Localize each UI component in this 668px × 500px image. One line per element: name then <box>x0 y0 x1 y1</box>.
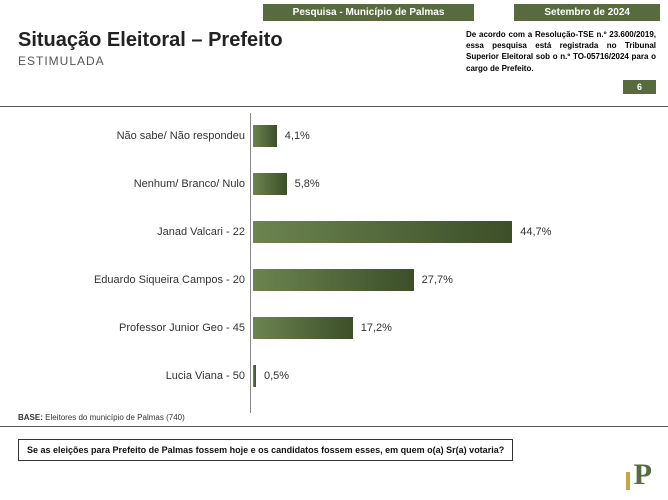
bar-label: Nenhum/ Branco/ Nulo <box>20 178 253 190</box>
chart-row: Professor Junior Geo - 45 17,2% <box>20 311 648 345</box>
bar-label: Eduardo Siqueira Campos - 20 <box>20 274 253 286</box>
page-number: 6 <box>623 80 656 94</box>
bar <box>253 173 287 195</box>
logo-letter: P <box>634 460 652 490</box>
chart-row: Eduardo Siqueira Campos - 20 27,7% <box>20 263 648 297</box>
bar-value: 27,7% <box>414 274 453 286</box>
bar-value: 4,1% <box>277 130 310 142</box>
bar-value: 44,7% <box>512 226 551 238</box>
bar <box>253 317 353 339</box>
divider <box>0 106 668 107</box>
bar <box>253 125 277 147</box>
bar-value: 5,8% <box>287 178 320 190</box>
logo-accent <box>626 472 630 490</box>
chart-row: Não sabe/ Não respondeu 4,1% <box>20 119 648 153</box>
bar-label: Não sabe/ Não respondeu <box>20 130 253 142</box>
date-pill: Setembro de 2024 <box>514 4 660 21</box>
title-block: Situação Eleitoral – Prefeito ESTIMULADA <box>18 29 283 68</box>
logo: P <box>626 460 652 490</box>
legal-note: De acordo com a Resolução-TSE n.º 23.600… <box>466 29 656 74</box>
chart-row: Lucia Viana - 500,5% <box>20 359 648 393</box>
top-bar: Pesquisa - Município de Palmas Setembro … <box>0 0 668 21</box>
divider <box>0 426 668 427</box>
base-label: BASE: <box>18 413 43 422</box>
bar <box>253 221 512 243</box>
page-subtitle: ESTIMULADA <box>18 54 283 68</box>
bar-value: 17,2% <box>353 322 392 334</box>
chart-row: Janad Valcari - 22 44,7% <box>20 215 648 249</box>
survey-pill: Pesquisa - Município de Palmas <box>263 4 475 21</box>
bar-label: Lucia Viana - 50 <box>20 370 253 382</box>
survey-question: Se as eleições para Prefeito de Palmas f… <box>18 439 513 461</box>
base-text: Eleitores do município de Palmas (740) <box>45 413 185 422</box>
bar-value: 0,5% <box>256 370 289 382</box>
chart-row: Nenhum/ Branco/ Nulo 5,8% <box>20 167 648 201</box>
page-title: Situação Eleitoral – Prefeito <box>18 29 283 52</box>
bar-chart: Não sabe/ Não respondeu 4,1% Nenhum/ Branc… <box>20 113 648 413</box>
bar <box>253 269 414 291</box>
bar-label: Professor Junior Geo - 45 <box>20 322 253 334</box>
header-row: Situação Eleitoral – Prefeito ESTIMULADA… <box>0 21 668 94</box>
base-line: BASE: Eleitores do município de Palmas (… <box>18 413 668 422</box>
bar-label: Janad Valcari - 22 <box>20 226 253 238</box>
